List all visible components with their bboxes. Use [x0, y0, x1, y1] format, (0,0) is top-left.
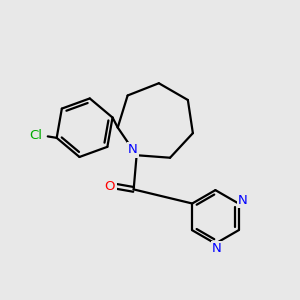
Text: Cl: Cl	[29, 129, 42, 142]
Text: N: N	[128, 143, 138, 156]
Text: N: N	[238, 194, 248, 207]
Text: O: O	[105, 180, 115, 193]
Text: N: N	[212, 242, 222, 256]
